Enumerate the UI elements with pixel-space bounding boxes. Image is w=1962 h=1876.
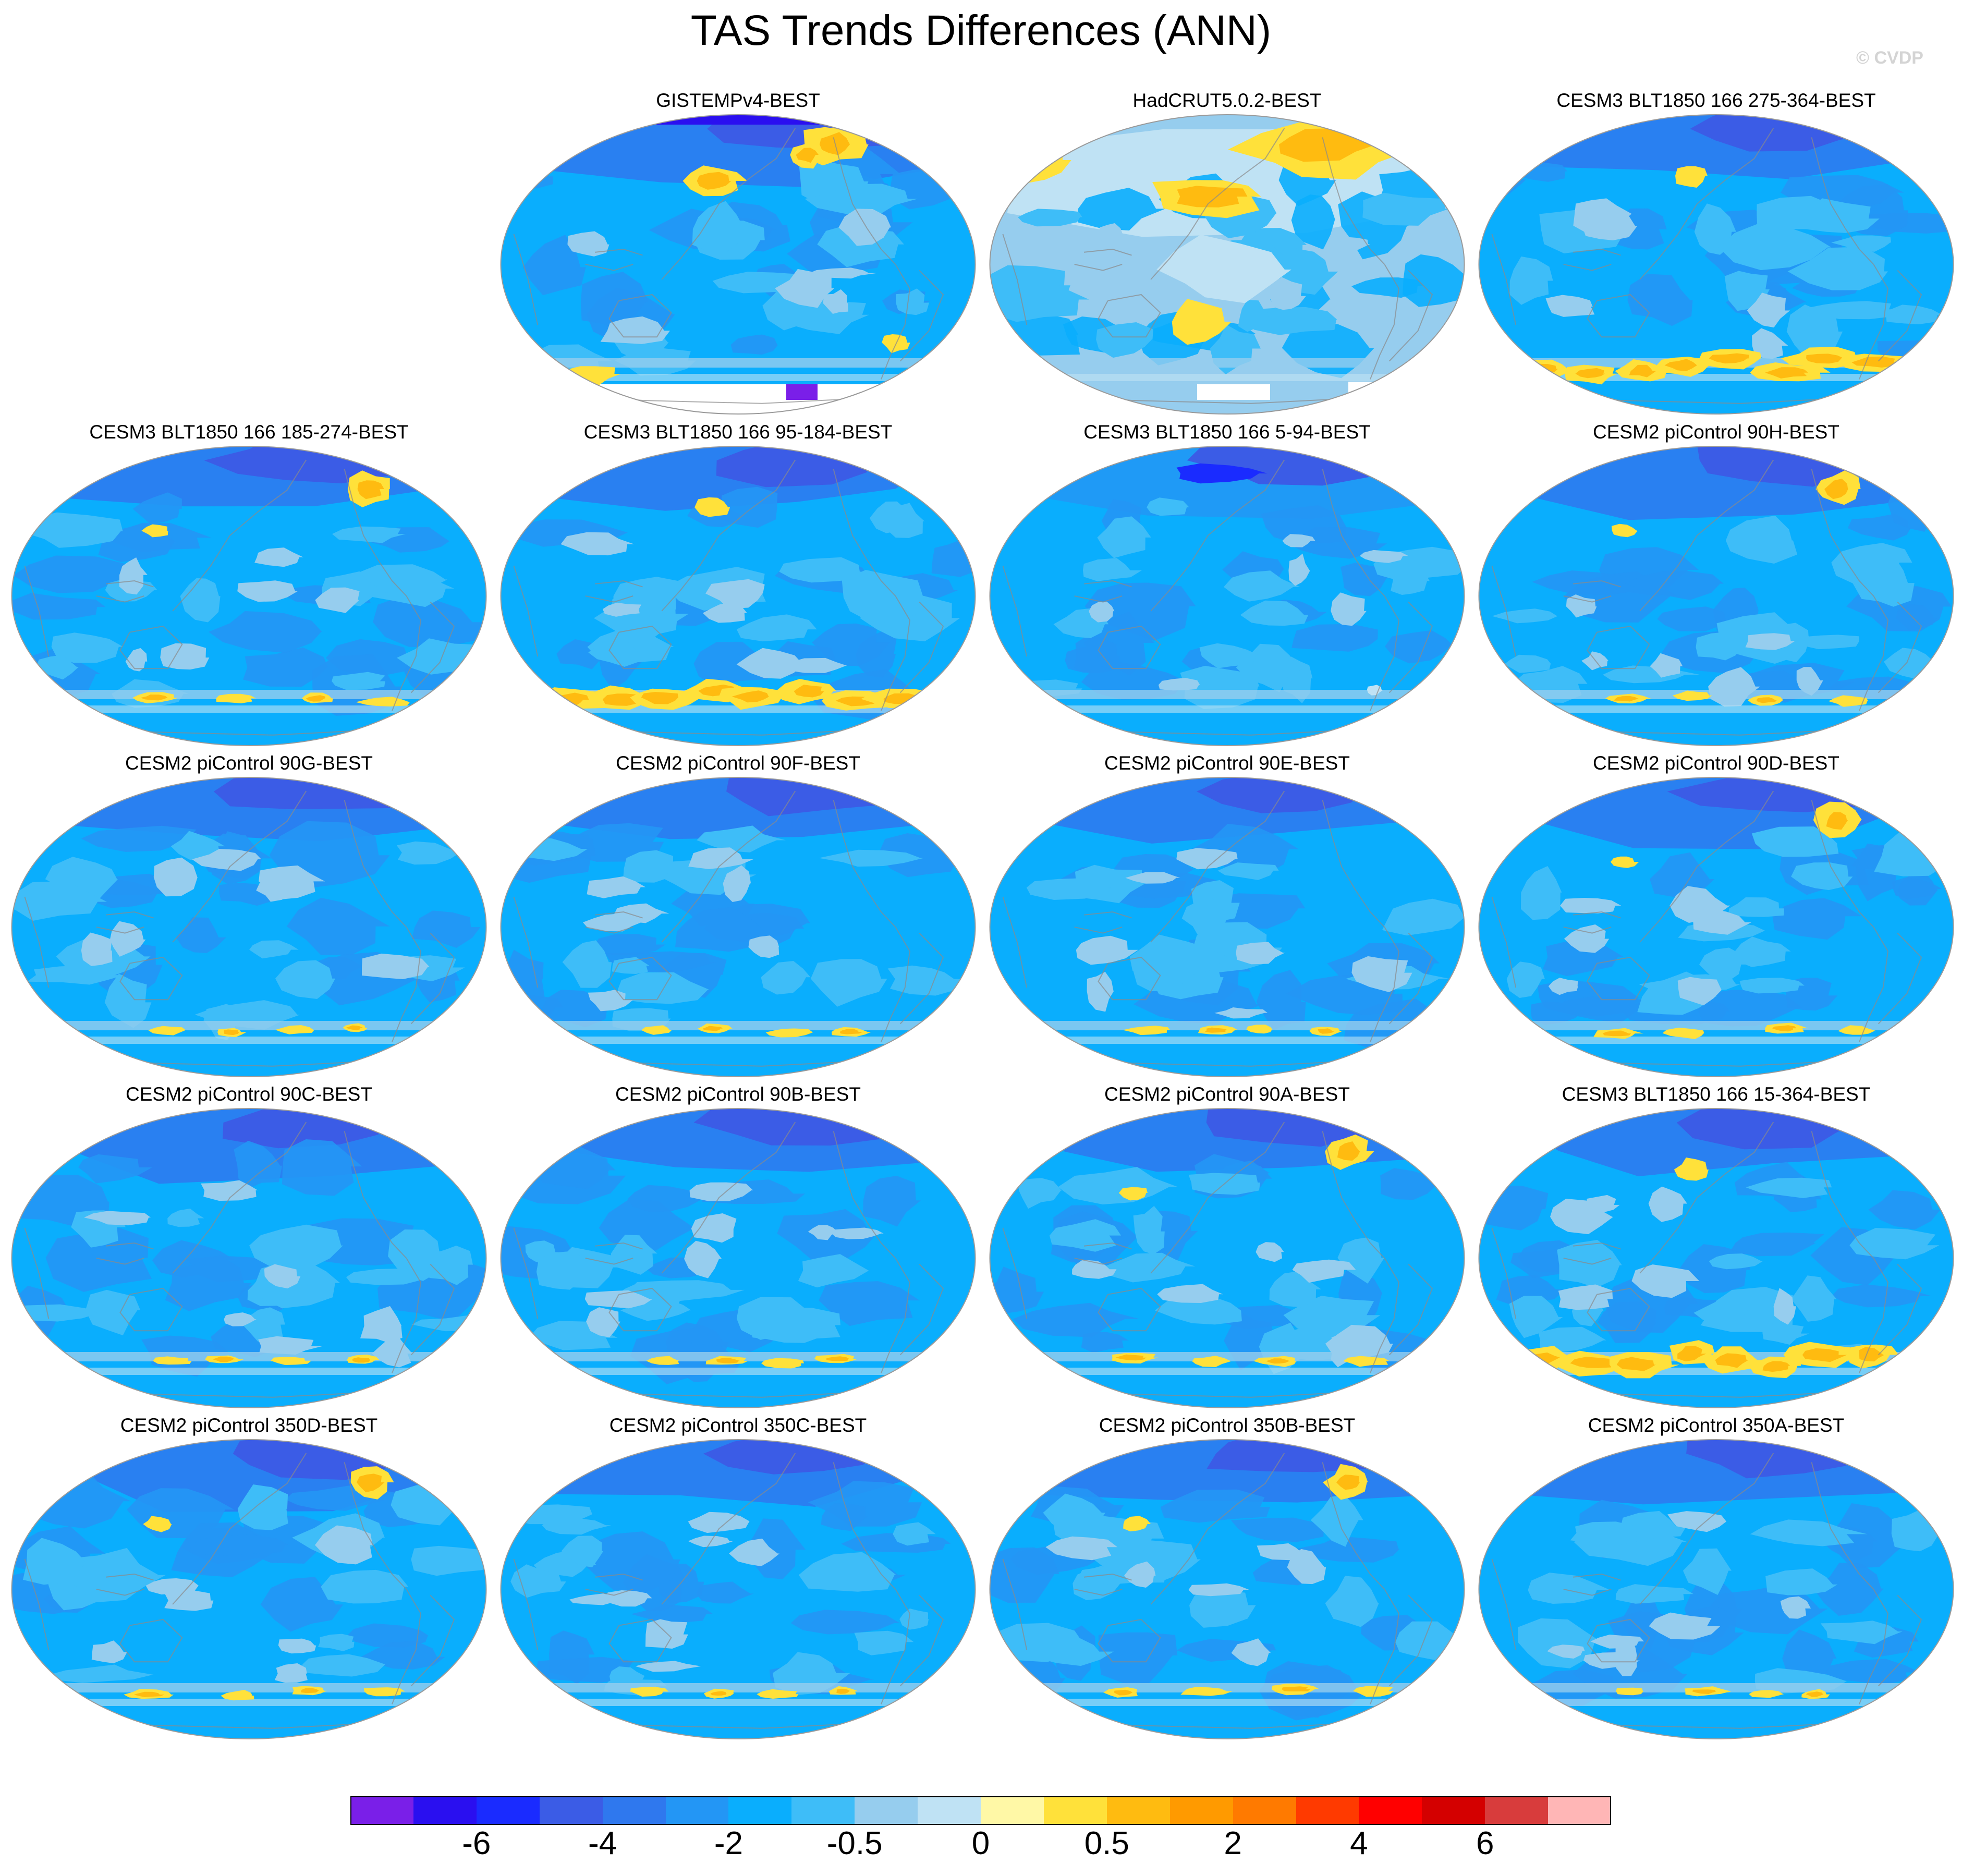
colorbar-cell: [728, 1796, 792, 1825]
colorbar-label: 6: [1476, 1825, 1494, 1861]
world-map: [1478, 446, 1954, 746]
panel-title: CESM2 piControl 90H-BEST: [1593, 421, 1839, 443]
figure-title: TAS Trends Differences (ANN): [690, 7, 1272, 54]
colorbar-cell: [1548, 1796, 1612, 1825]
map-panel: CESM3 BLT1850 166 5-94-BEST: [989, 421, 1466, 747]
panel-title: CESM3 BLT1850 166 95-184-BEST: [583, 421, 893, 443]
colorbar-cell: [918, 1796, 981, 1825]
world-map: [500, 1439, 976, 1739]
world-map: [989, 1108, 1465, 1408]
world-map: [989, 446, 1465, 746]
map-panel: CESM2 piControl 350D-BEST: [10, 1415, 488, 1740]
colorbar-label: 2: [1224, 1825, 1242, 1861]
colorbar-label: -4: [588, 1825, 617, 1861]
map-panel: CESM2 piControl 90A-BEST: [989, 1083, 1466, 1409]
colorbar-cell: [476, 1796, 540, 1825]
panel-title: CESM2 piControl 90G-BEST: [125, 752, 373, 774]
map-panel: CESM2 piControl 90G-BEST: [10, 752, 488, 1078]
panel-title: CESM2 piControl 350A-BEST: [1588, 1415, 1845, 1436]
colorbar-cell: [1233, 1796, 1296, 1825]
colorbar-cell: [413, 1796, 477, 1825]
world-map: [1478, 777, 1954, 1077]
colorbar-label: -6: [462, 1825, 491, 1861]
colorbar-cell: [1422, 1796, 1485, 1825]
world-map: [500, 114, 976, 415]
map-panel: CESM2 piControl 90E-BEST: [989, 752, 1466, 1078]
colorbar-label: -2: [714, 1825, 743, 1861]
map-panel: CESM2 piControl 90F-BEST: [499, 752, 977, 1078]
panel-title: GISTEMPv4-BEST: [656, 90, 820, 111]
world-map: [11, 1108, 487, 1408]
panel-title: CESM2 piControl 350B-BEST: [1099, 1415, 1356, 1436]
map-panel: CESM2 piControl 350C-BEST: [499, 1415, 977, 1740]
map-panel: CESM3 BLT1850 166 275-364-BEST: [1478, 90, 1955, 416]
panel-title: CESM2 piControl 90A-BEST: [1104, 1083, 1350, 1105]
world-map: [500, 777, 976, 1077]
panel-title: CESM3 BLT1850 166 275-364-BEST: [1556, 90, 1876, 111]
panel-title: CESM2 piControl 350D-BEST: [120, 1415, 378, 1436]
colorbar-label: 0.5: [1084, 1825, 1129, 1861]
colorbar-cell: [539, 1796, 603, 1825]
colorbar-cell: [665, 1796, 729, 1825]
map-panel: CESM2 piControl 350A-BEST: [1478, 1415, 1955, 1740]
colorbar-cell: [1106, 1796, 1171, 1825]
colorbar-cell: [855, 1796, 918, 1825]
map-panel: CESM3 BLT1850 166 15-364-BEST: [1478, 1083, 1955, 1409]
world-map: [1478, 1108, 1954, 1408]
world-map: [500, 446, 976, 746]
world-map: [989, 114, 1465, 415]
colorbar-label: 4: [1350, 1825, 1368, 1861]
world-map: [11, 446, 487, 746]
colorbar-label: -0.5: [826, 1825, 883, 1861]
panel-title: HadCRUT5.0.2-BEST: [1132, 90, 1322, 111]
map-panel: CESM3 BLT1850 166 185-274-BEST: [10, 421, 488, 747]
world-map: [11, 1439, 487, 1739]
colorbar-cell: [350, 1796, 414, 1825]
world-map: [989, 1439, 1465, 1739]
panel-title: CESM2 piControl 90D-BEST: [1593, 752, 1839, 774]
panel-title: CESM2 piControl 90F-BEST: [616, 752, 860, 774]
panel-title: CESM2 piControl 90E-BEST: [1104, 752, 1350, 774]
world-map: [1478, 1439, 1954, 1739]
map-panel: GISTEMPv4-BEST: [499, 90, 977, 416]
colorbar-cell: [1359, 1796, 1422, 1825]
panel-title: CESM2 piControl 90B-BEST: [615, 1083, 861, 1105]
map-panel: CESM2 piControl 90C-BEST: [10, 1083, 488, 1409]
panel-title: CESM3 BLT1850 166 5-94-BEST: [1083, 421, 1371, 443]
colorbar-cell: [1169, 1796, 1234, 1825]
world-map: [989, 777, 1465, 1077]
map-panel: CESM2 piControl 90H-BEST: [1478, 421, 1955, 747]
colorbar-cell: [1296, 1796, 1359, 1825]
panel-title: CESM3 BLT1850 166 185-274-BEST: [89, 421, 409, 443]
colorbar-label: 0: [971, 1825, 990, 1861]
panel-title: CESM2 piControl 90C-BEST: [126, 1083, 372, 1105]
map-panel: CESM3 BLT1850 166 95-184-BEST: [499, 421, 977, 747]
panel-title: CESM3 BLT1850 166 15-364-BEST: [1562, 1083, 1871, 1105]
world-map: [500, 1108, 976, 1408]
colorbar-cell: [791, 1796, 855, 1825]
colorbar-frame: [350, 1796, 1611, 1825]
map-panel: HadCRUT5.0.2-BEST: [989, 90, 1466, 416]
map-panel: CESM2 piControl 90D-BEST: [1478, 752, 1955, 1078]
cvdp-watermark: © CVDP: [1856, 48, 1923, 68]
world-map: [11, 777, 487, 1077]
world-map: [1478, 114, 1954, 415]
map-panel: CESM2 piControl 90B-BEST: [499, 1083, 977, 1409]
panel-title: CESM2 piControl 350C-BEST: [609, 1415, 867, 1436]
colorbar-cell: [981, 1796, 1044, 1825]
colorbar-cell: [602, 1796, 666, 1825]
colorbar-cell: [1043, 1796, 1107, 1825]
map-panel: CESM2 piControl 350B-BEST: [989, 1415, 1466, 1740]
colorbar-cell: [1485, 1796, 1549, 1825]
